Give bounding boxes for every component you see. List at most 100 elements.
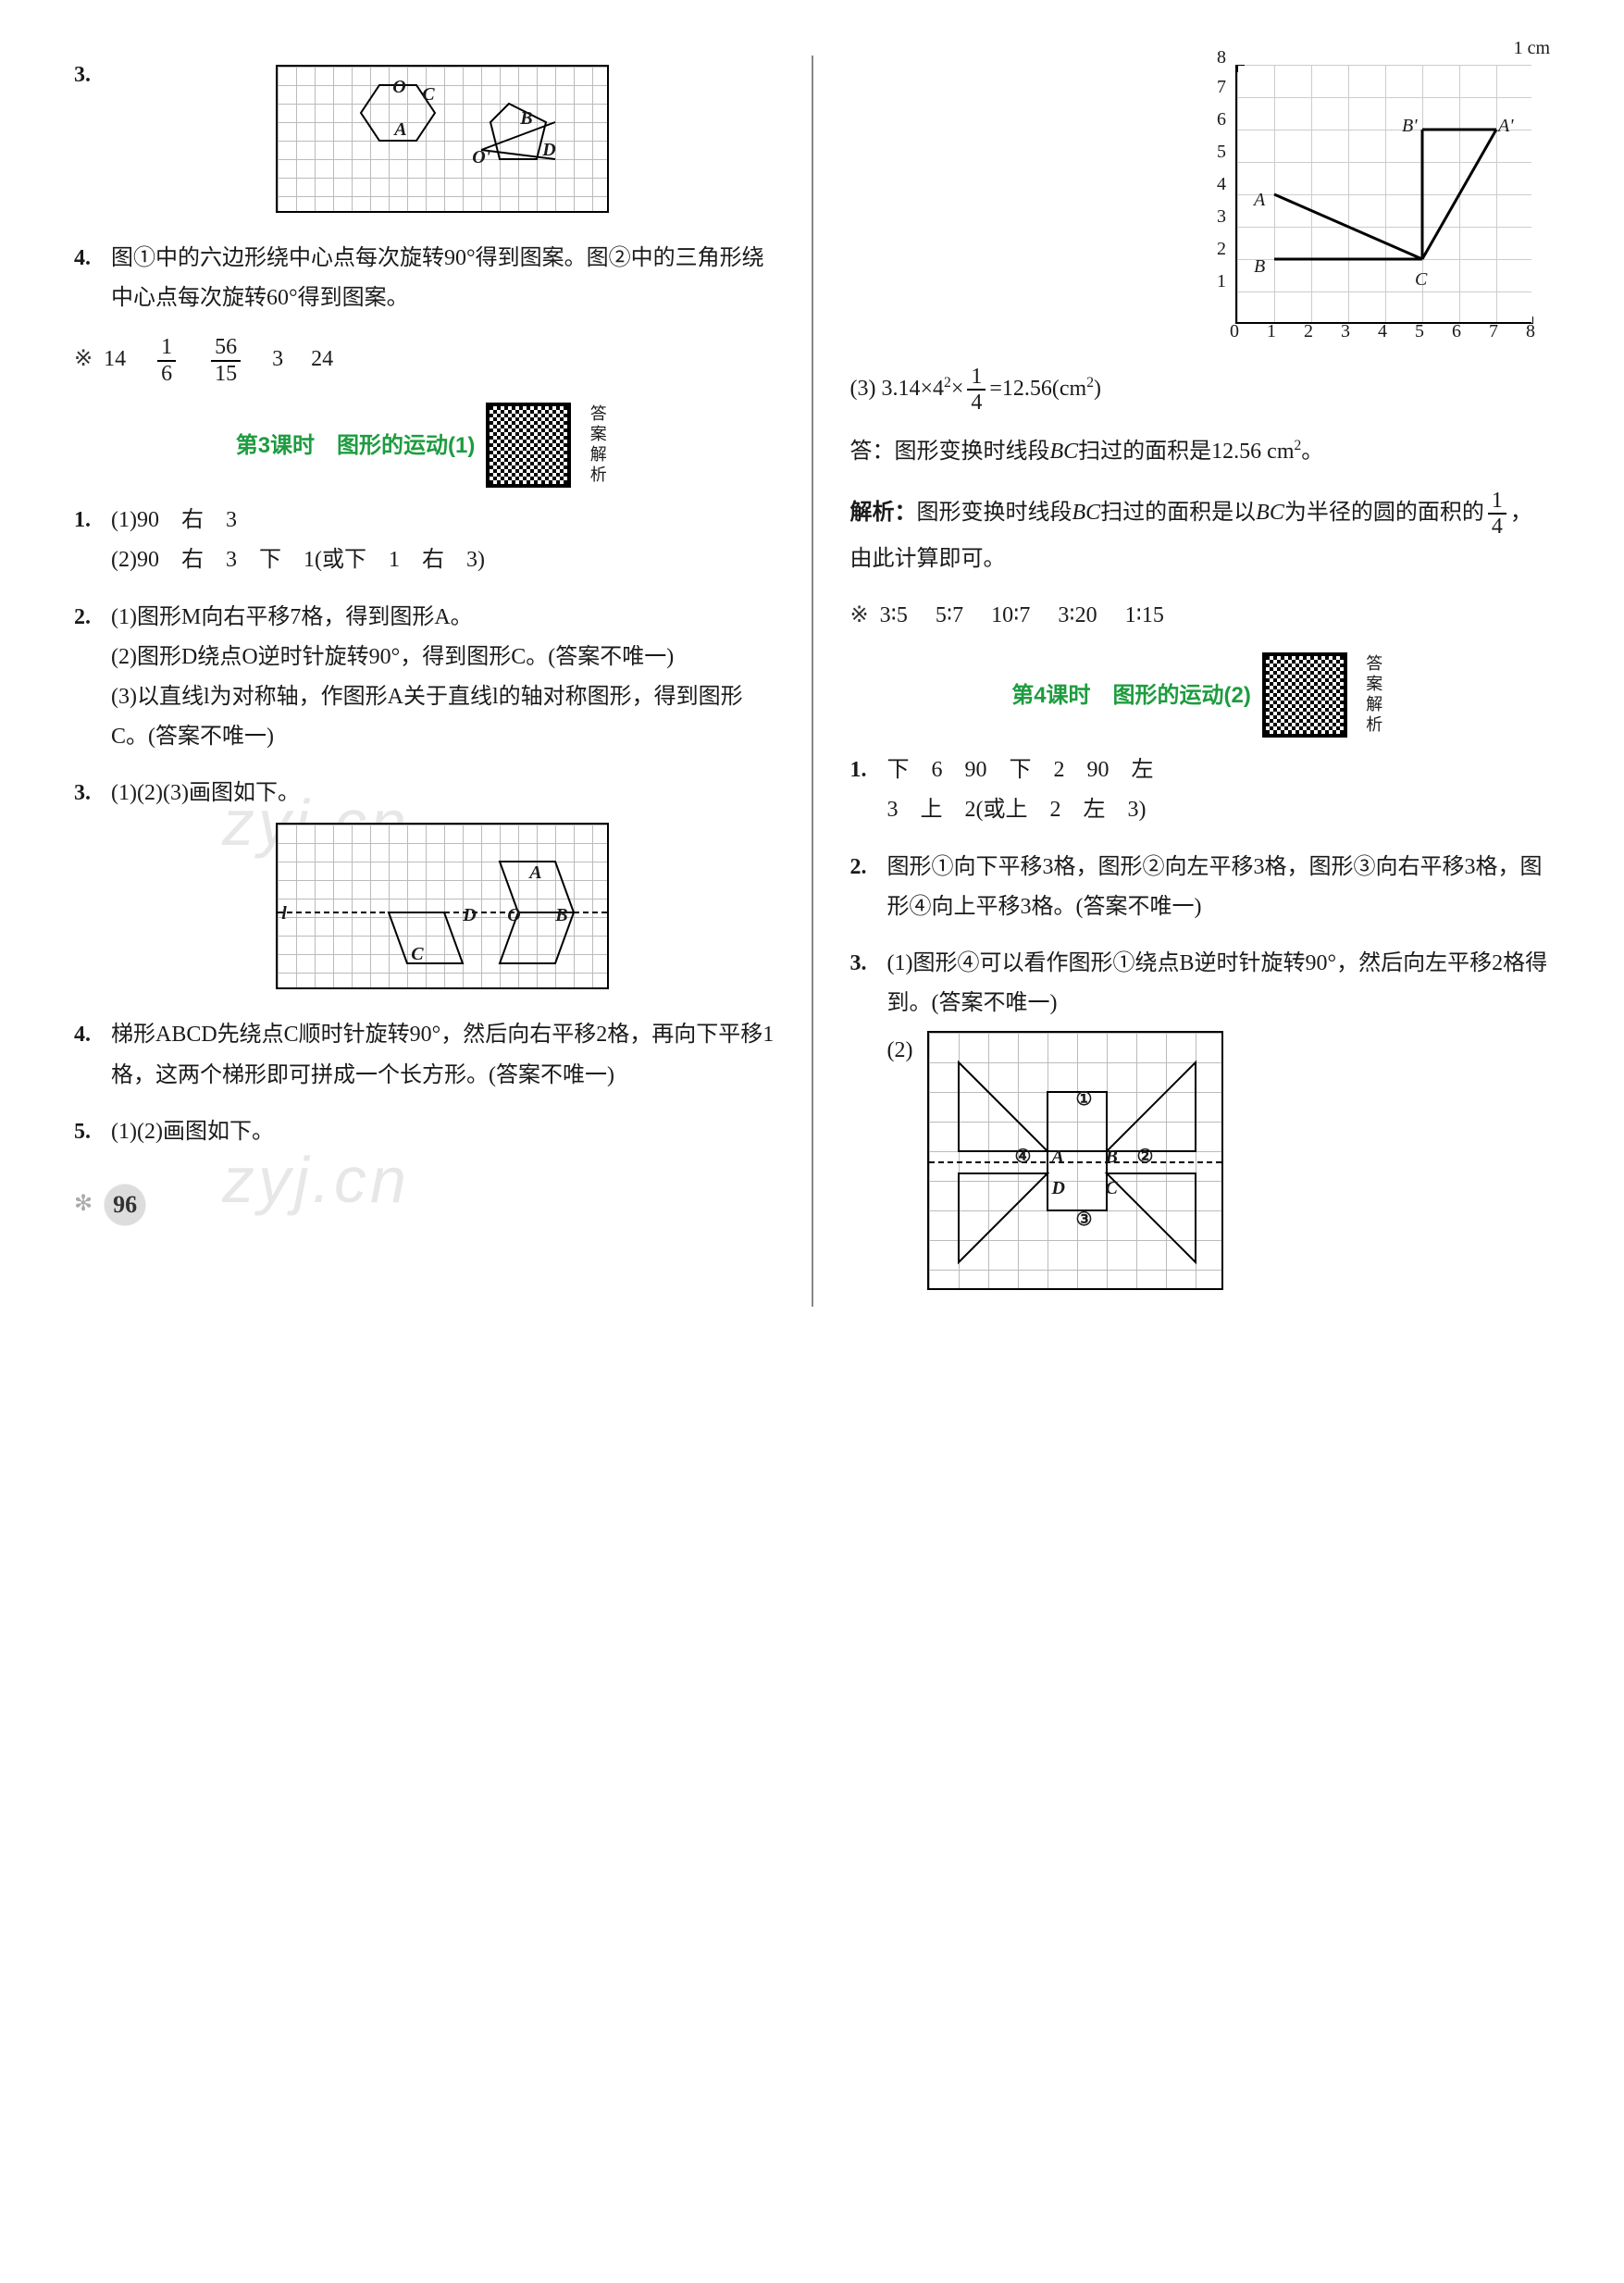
lbl-A2: A [529, 856, 541, 889]
q3-grid: O C A B O' D [276, 65, 609, 213]
left-column: 3. O C A B O' D 4 [74, 56, 775, 1307]
r1: 5∶7 [936, 603, 963, 627]
yt5: 5 [1217, 135, 1226, 168]
qr-icon [486, 403, 571, 488]
s3-q4: 4. 梯形ABCD先绕点C顺时针旋转90°，然后向右平移2格，再向下平移1格，这… [74, 1015, 775, 1095]
page-footer: ✻ 96 [74, 1180, 775, 1230]
s3-q1-b: (2)90 右 3 下 1(或下 1 右 3) [111, 540, 775, 580]
lbl-B2: B [555, 899, 567, 932]
q3: 3. O C A B O' D [74, 56, 775, 222]
xt8: 8 [1526, 315, 1535, 348]
yt6: 6 [1217, 103, 1226, 136]
lbl-c4: ④ [1014, 1140, 1031, 1173]
q3-shapes [278, 67, 611, 215]
pt-Ap: A' [1498, 109, 1514, 143]
coord-chart: 1 cm A B C B' A' 1 2 [1198, 56, 1550, 352]
ans-b1: 扫过的面积是 [1078, 440, 1211, 464]
s3-q2: 2. (1)图形M向右平移7格，得到图形A。 (2)图形D绕点O逆时针旋转90°… [74, 598, 775, 758]
qr-label: 答案解析 [582, 404, 612, 486]
xt3: 3 [1341, 315, 1350, 348]
calc-expr: 3.14×42×14=12.56(cm2) [881, 377, 1101, 401]
s3-q5-num: 5. [74, 1112, 111, 1152]
s3-q1-a: (1)90 右 3 [111, 501, 775, 540]
s3-q2-num: 2. [74, 598, 111, 758]
lbl-c2: ② [1136, 1140, 1153, 1173]
s4-q1-a2: 3 上 2(或上 2 左 3) [887, 790, 1551, 830]
xt4: 4 [1378, 315, 1387, 348]
s4-q3-num: 3. [850, 944, 887, 1290]
s4-q3-grid: ① ② ③ ④ A B D C [927, 1031, 1223, 1290]
extra-frac1: 16 [157, 335, 176, 386]
xt6: 6 [1452, 315, 1461, 348]
chart-lines [1237, 65, 1533, 324]
s3-q2-c: (3)以直线l为对称轴，作图形A关于直线l的轴对称图形，得到图形C。(答案不唯一… [111, 677, 775, 757]
cm-label: 1 cm [1514, 31, 1550, 65]
extra-line: ※ 14 16 5615 3 24 [74, 335, 775, 386]
s3-q3-lead: (1)(2)(3)画图如下。 [111, 774, 775, 813]
star-icon-2: ※ [850, 603, 869, 627]
page-number: 96 [100, 1180, 150, 1230]
xt7: 7 [1489, 315, 1498, 348]
xt2: 2 [1304, 315, 1313, 348]
yt1: 1 [1217, 265, 1226, 298]
yt3: 3 [1217, 200, 1226, 233]
s3-q2-a: (1)图形M向右平移7格，得到图形A。 [111, 598, 775, 638]
calc-line: (3) 3.14×42×14=12.56(cm2) [850, 365, 1551, 416]
star-icon: ※ [74, 347, 93, 371]
s4-q1-a1: 下 6 90 下 2 90 左 [887, 751, 1551, 790]
q3-num: 3. [74, 56, 111, 222]
s3-q3-grid: l A B D O C [276, 823, 609, 989]
ans-b2: 12.56 cm [1211, 440, 1294, 464]
s4-q1: 1. 下 6 90 下 2 90 左 3 上 2(或上 2 左 3) [850, 751, 1551, 830]
q4-num: 4. [74, 239, 111, 318]
yt2: 2 [1217, 232, 1226, 266]
answer-line: 答：图形变换时线段BC扫过的面积是12.56 cm2。 [850, 432, 1551, 472]
extra-p4: 24 [311, 347, 333, 371]
s3-q4-text: 梯形ABCD先绕点C顺时针旋转90°，然后向右平移2格，再向下平移1格，这两个梯… [111, 1015, 775, 1095]
qr-label-2: 答案解析 [1358, 654, 1388, 736]
s4-q2-num: 2. [850, 848, 887, 927]
ans-b3: 。 [1301, 440, 1323, 464]
analysis-label: 解析： [850, 501, 917, 525]
snowflake-icon: ✻ [74, 1185, 93, 1224]
lbl-l: l [281, 897, 287, 930]
lbl-c1: ① [1075, 1083, 1092, 1116]
section4-header: 第4课时 图形的运动(2) 答案解析 [850, 652, 1551, 738]
pt-B: B [1254, 250, 1265, 283]
q4: 4. 图①中的六边形绕中心点每次旋转90°得到图案。图②中的三角形绕中心点每次旋… [74, 239, 775, 318]
lbl-D: D [542, 133, 555, 167]
s3-q5: 5. (1)(2)画图如下。 zyj.cn [74, 1112, 775, 1152]
s3-q3-num: 3. [74, 774, 111, 999]
yt4: 4 [1217, 168, 1226, 201]
calc-label: (3) [850, 377, 876, 401]
extra-p0: 14 [104, 347, 126, 371]
extra-frac2: 5615 [211, 335, 241, 386]
s4-q3-b: (2) [887, 1031, 913, 1071]
yt8: 8 [1217, 41, 1226, 74]
section3-title: 第3课时 图形的运动(1) [236, 426, 476, 465]
s4-q1-num: 1. [850, 751, 887, 830]
lbl-O: O [392, 70, 405, 104]
chart-axes: A B C B' A' [1235, 65, 1531, 324]
r0: 3∶5 [880, 603, 908, 627]
s4-q3-a: (1)图形④可以看作图形①绕点B逆时针旋转90°，然后向左平移2格得到。(答案不… [887, 944, 1551, 1024]
ans-a: 图形变换时线段 [895, 440, 1050, 464]
s4-q2: 2. 图形①向下平移3格，图形②向左平移3格，图形③向右平移3格，图形④向上平移… [850, 848, 1551, 927]
lbl-C2: C [411, 937, 423, 971]
pt-Bp: B' [1402, 109, 1418, 143]
lbl-C: C [422, 78, 434, 111]
pt-A: A [1254, 183, 1265, 217]
lbl-D2: D [463, 899, 476, 932]
q4-text: 图①中的六边形绕中心点每次旋转90°得到图案。图②中的三角形绕中心点每次旋转60… [111, 239, 775, 318]
extra-ratio-line: ※ 3∶5 5∶7 10∶7 3∶20 1∶15 [850, 596, 1551, 636]
r2: 10∶7 [991, 603, 1030, 627]
r4: 1∶15 [1125, 603, 1164, 627]
s3-q1: 1. (1)90 右 3 (2)90 右 3 下 1(或下 1 右 3) [74, 501, 775, 580]
s4-q2-text: 图形①向下平移3格，图形②向左平移3格，图形③向右平移3格，图形④向上平移3格。… [887, 848, 1551, 927]
ans-label: 答： [850, 440, 895, 464]
pt-C: C [1415, 263, 1427, 296]
lbl-cA: A [1051, 1140, 1063, 1173]
xt0: 0 [1230, 315, 1239, 348]
extra-p3: 3 [272, 347, 283, 371]
s4-q3: 3. (1)图形④可以看作图形①绕点B逆时针旋转90°，然后向左平移2格得到。(… [850, 944, 1551, 1290]
